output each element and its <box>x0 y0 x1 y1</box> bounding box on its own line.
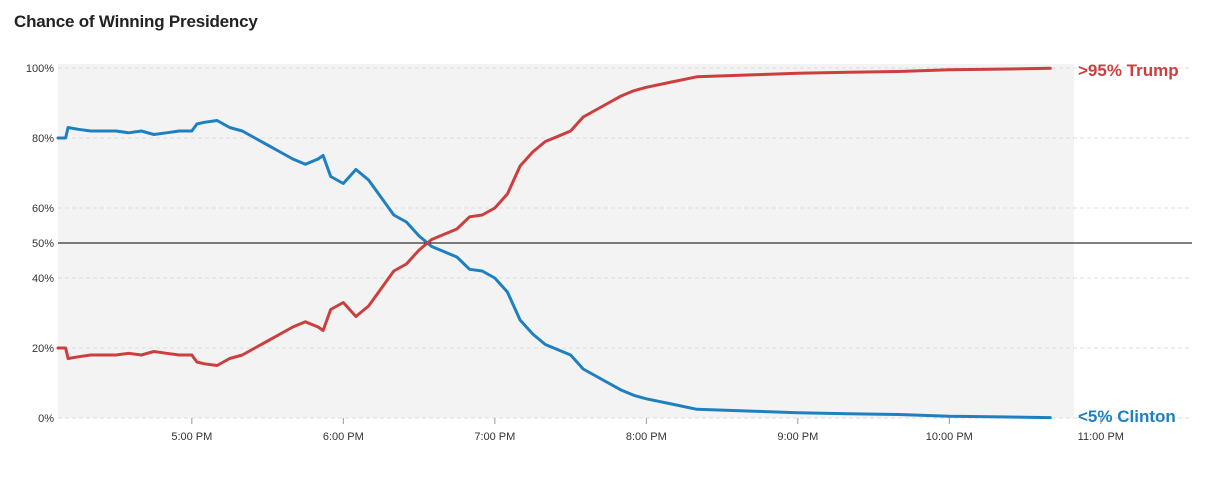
x-axis-ticks: 5:00 PM 6:00 PM 7:00 PM 8:00 PM 9:00 PM 10:00… <box>171 418 1124 443</box>
series-label-clinton: <5% Clinton <box>1078 407 1176 426</box>
y-tick-label: 100% <box>26 63 54 75</box>
x-tick-label: 10:00 PM <box>926 431 973 443</box>
x-tick-label: 6:00 PM <box>323 431 364 443</box>
series-lines <box>56 66 1052 420</box>
y-tick-label: 50% <box>32 238 54 250</box>
x-tick-label: 5:00 PM <box>171 431 212 443</box>
x-tick-label: 8:00 PM <box>626 431 667 443</box>
x-tick-label: 9:00 PM <box>777 431 818 443</box>
x-tick-label: 11:00 PM <box>1078 431 1124 443</box>
series-line-trump <box>56 66 1052 367</box>
series-labels: <5% Clinton >95% Trump <box>1078 61 1179 426</box>
y-tick-label: 60% <box>32 203 54 215</box>
x-tick-label: 7:00 PM <box>474 431 515 443</box>
y-tick-label: 80% <box>32 133 54 145</box>
y-tick-label: 20% <box>32 343 54 355</box>
y-axis-ticks: 0% 20% 40% 50% 60% 80% 100% <box>26 63 54 425</box>
series-label-trump: >95% Trump <box>1078 61 1179 80</box>
chart-title: Chance of Winning Presidency <box>14 12 258 31</box>
y-tick-label: 40% <box>32 273 54 285</box>
y-tick-label: 0% <box>38 413 54 425</box>
series-line-clinton <box>56 119 1052 420</box>
